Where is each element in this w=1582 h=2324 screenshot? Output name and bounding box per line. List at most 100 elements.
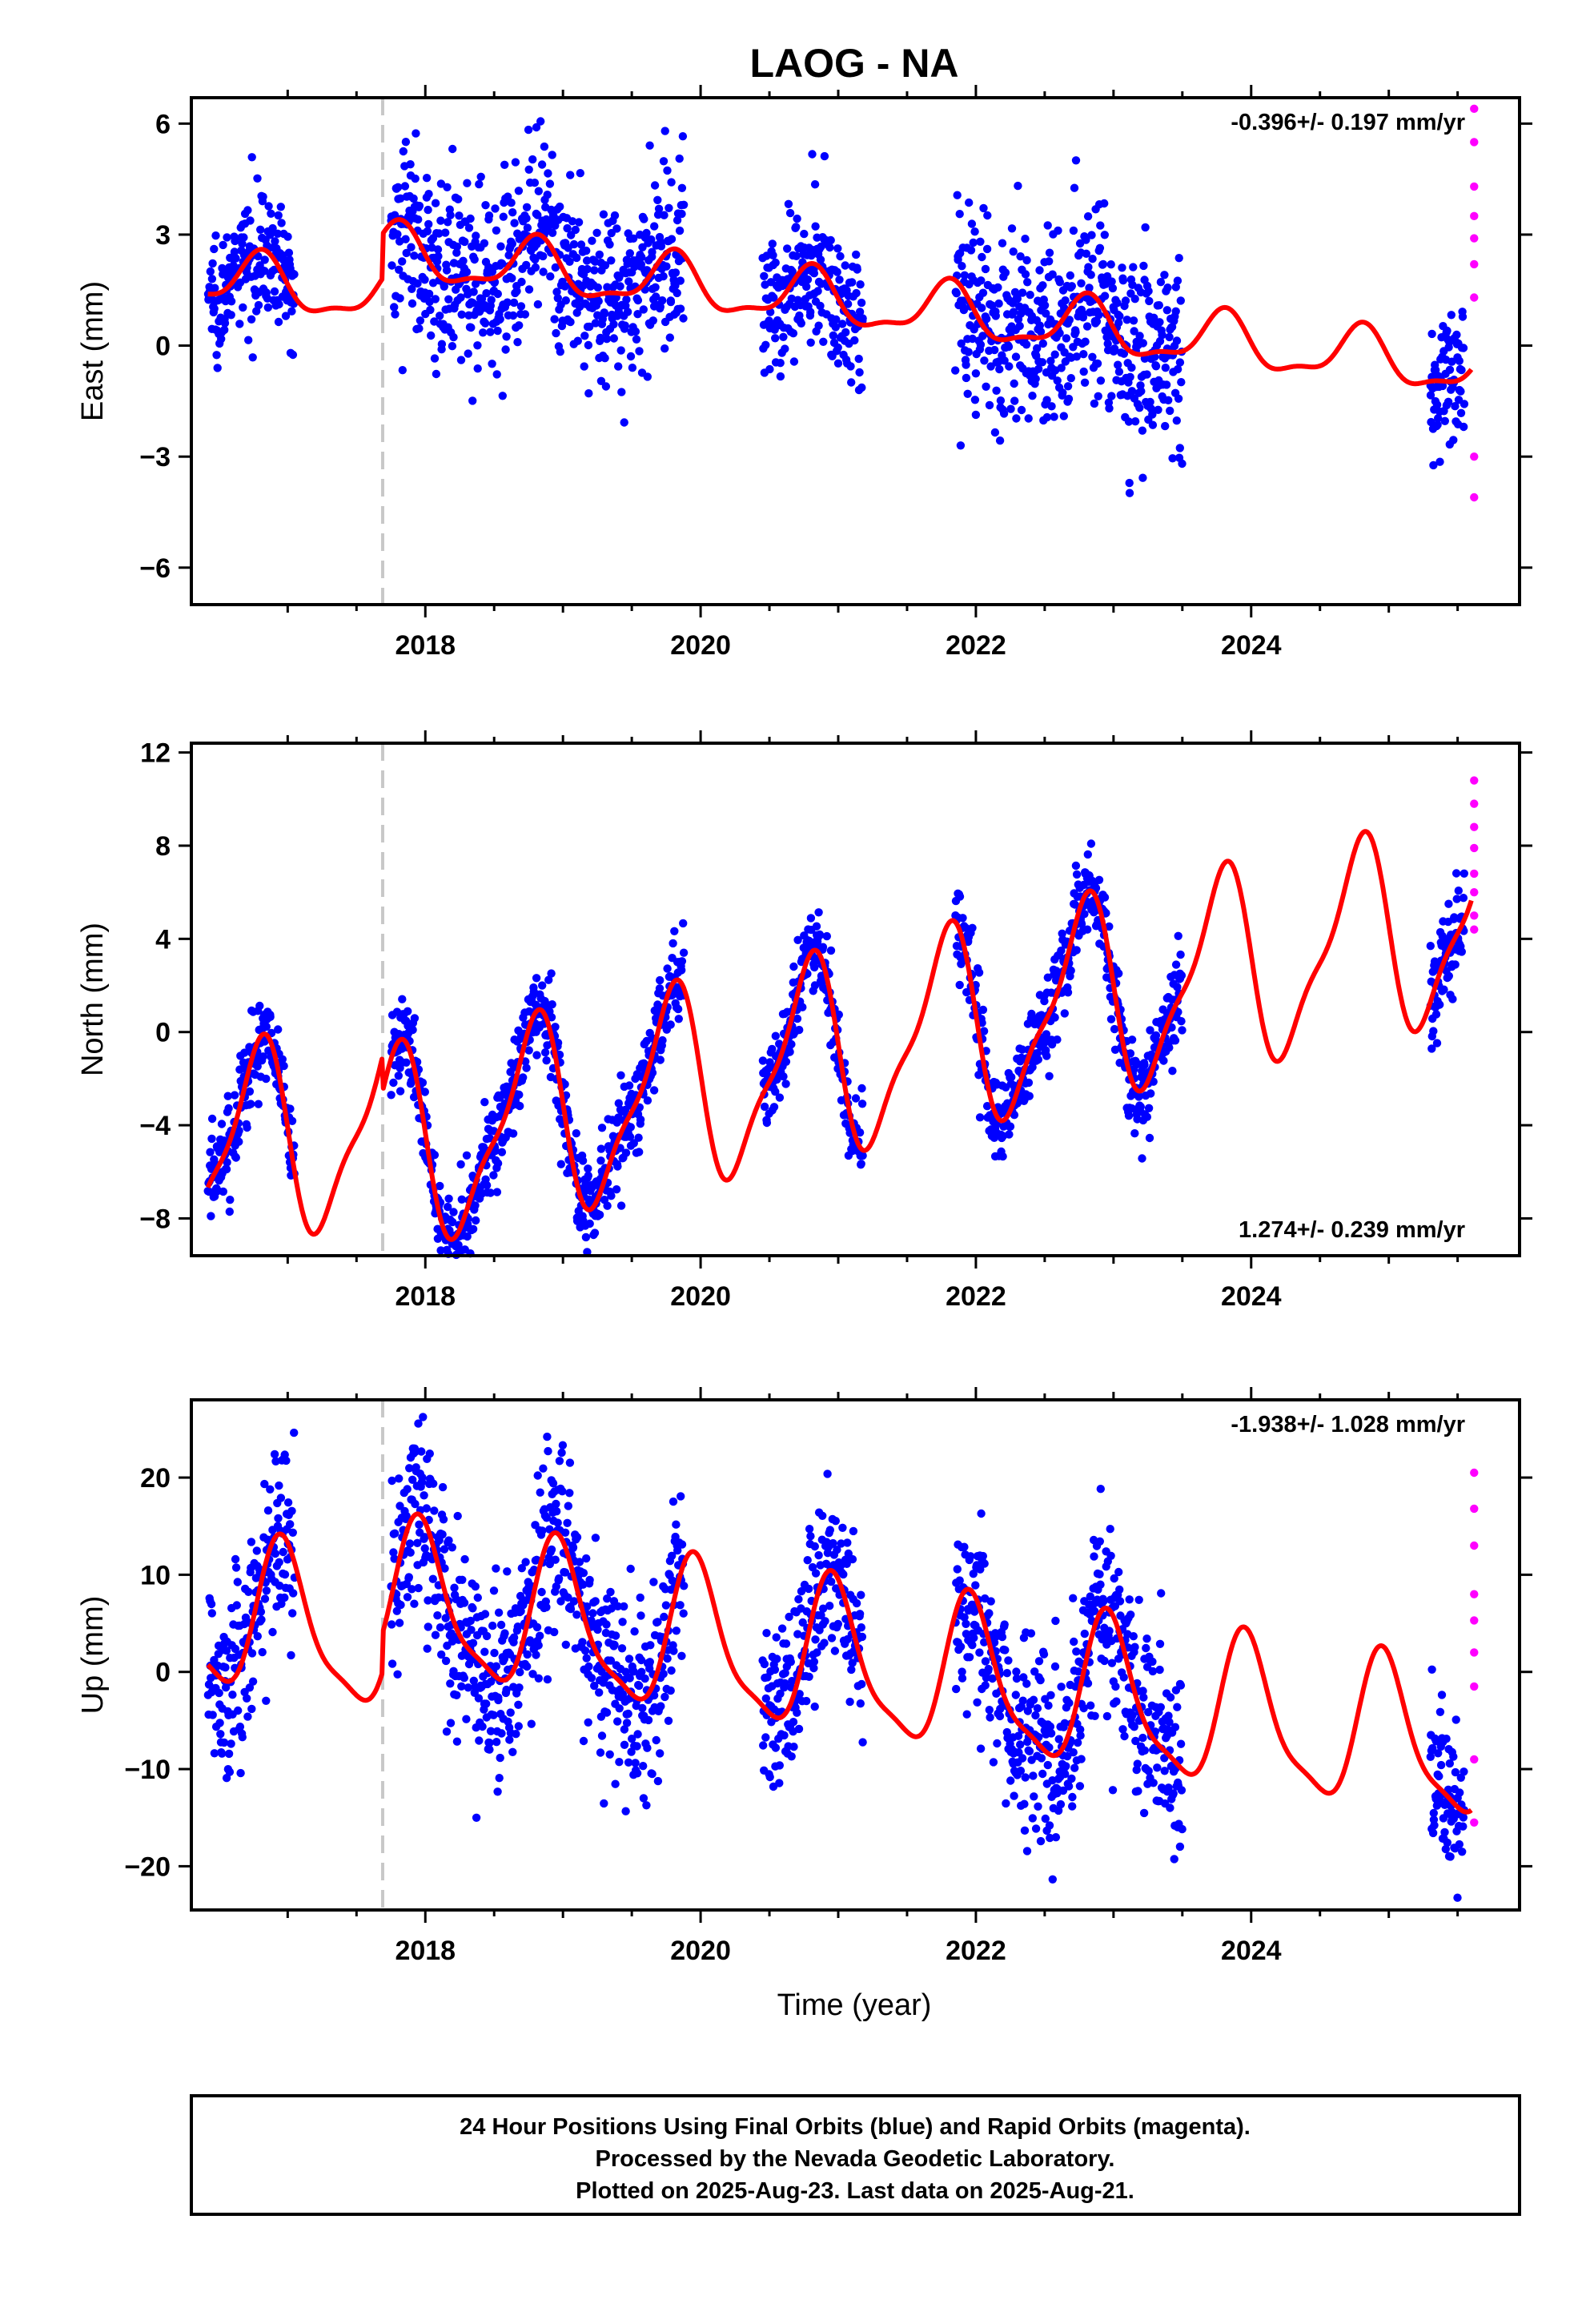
final-orbit-point — [236, 1768, 245, 1778]
final-orbit-point — [521, 1057, 530, 1066]
final-orbit-point — [591, 319, 600, 328]
final-orbit-point — [786, 1658, 795, 1667]
final-orbit-point — [994, 299, 1003, 308]
final-orbit-point — [253, 174, 262, 183]
final-orbit-point — [466, 1616, 475, 1626]
final-orbit-point — [1125, 489, 1134, 497]
final-orbit-point — [513, 1622, 522, 1631]
final-orbit-point — [813, 1648, 821, 1657]
final-orbit-point — [810, 1702, 819, 1711]
final-orbit-point — [1443, 1838, 1452, 1848]
y-tick-label: 0 — [155, 332, 171, 362]
final-orbit-point — [643, 372, 652, 381]
final-orbit-point — [408, 1025, 417, 1035]
final-orbit-point — [1066, 966, 1075, 975]
final-orbit-point — [1157, 1589, 1166, 1598]
final-orbit-point — [239, 233, 248, 242]
final-orbit-point — [661, 344, 669, 353]
final-orbit-point — [675, 226, 685, 235]
final-orbit-point — [435, 229, 444, 238]
final-orbit-point — [857, 1623, 866, 1632]
final-orbit-point — [1064, 394, 1074, 404]
final-orbit-point — [1093, 359, 1102, 368]
final-orbit-point — [600, 1799, 608, 1808]
final-orbit-point — [633, 1730, 642, 1739]
final-orbit-point — [971, 1581, 980, 1590]
final-orbit-point — [1444, 971, 1454, 981]
final-orbit-point — [1452, 1715, 1460, 1724]
final-orbit-point — [288, 350, 298, 360]
final-orbit-point — [485, 1739, 494, 1747]
final-orbit-point — [1076, 1725, 1085, 1734]
final-orbit-point — [496, 1753, 504, 1763]
final-orbit-point — [1426, 942, 1435, 951]
final-orbit-point — [1053, 376, 1062, 385]
y-tick-label: −6 — [139, 553, 171, 584]
final-orbit-point — [444, 295, 453, 304]
final-orbit-point — [1142, 370, 1151, 379]
final-orbit-point — [582, 256, 592, 265]
final-orbit-point — [981, 1681, 990, 1690]
final-orbit-point — [1139, 1693, 1148, 1702]
final-orbit-point — [1172, 336, 1182, 345]
final-orbit-point — [1102, 909, 1110, 918]
final-orbit-point — [629, 1139, 638, 1148]
final-orbit-point — [228, 1691, 237, 1699]
final-orbit-point — [761, 1733, 770, 1742]
final-orbit-point — [412, 129, 420, 138]
final-orbit-point — [415, 324, 424, 333]
final-orbit-point — [410, 251, 419, 260]
rapid-orbit-point — [1470, 799, 1479, 808]
final-orbit-point — [773, 1655, 781, 1663]
final-orbit-point — [1105, 922, 1114, 931]
final-orbit-point — [1001, 268, 1010, 277]
final-orbit-point — [491, 204, 500, 213]
final-orbit-point — [582, 246, 591, 255]
final-orbit-point — [671, 281, 680, 290]
final-orbit-point — [775, 1093, 785, 1102]
final-orbit-point — [444, 1194, 453, 1204]
final-orbit-point — [566, 317, 575, 327]
final-orbit-point — [670, 927, 679, 936]
final-orbit-point — [978, 1551, 988, 1561]
final-orbit-point — [260, 1594, 270, 1603]
final-orbit-point — [971, 410, 981, 420]
final-orbit-point — [262, 1022, 271, 1031]
final-orbit-point — [563, 223, 572, 233]
final-orbit-point — [1047, 402, 1056, 411]
final-orbit-point — [962, 373, 971, 383]
final-orbit-point — [584, 1718, 592, 1727]
final-orbit-point — [275, 1558, 283, 1567]
final-orbit-point — [1046, 1833, 1054, 1843]
final-orbit-point — [286, 1104, 295, 1113]
final-orbit-point — [673, 1546, 682, 1555]
final-orbit-point — [976, 340, 986, 349]
final-orbit-point — [289, 1589, 298, 1598]
final-orbit-point — [515, 1090, 524, 1100]
final-orbit-point — [499, 212, 508, 221]
final-orbit-point — [565, 1458, 575, 1467]
final-orbit-point — [1042, 412, 1052, 422]
y-tick-label: 0 — [155, 1018, 171, 1048]
final-orbit-point — [255, 1001, 264, 1011]
final-orbit-point — [771, 1031, 780, 1040]
final-orbit-point — [1440, 1827, 1449, 1837]
final-orbit-point — [1170, 1036, 1180, 1045]
final-orbit-point — [658, 296, 667, 305]
final-orbit-point — [952, 289, 962, 298]
final-orbit-point — [406, 160, 415, 169]
final-orbit-point — [616, 282, 624, 291]
final-orbit-point — [1457, 947, 1467, 956]
final-orbit-point — [980, 356, 989, 365]
final-orbit-point — [1164, 1711, 1173, 1720]
final-orbit-point — [635, 1681, 644, 1691]
final-orbit-point — [785, 1612, 793, 1622]
final-orbit-point — [656, 303, 665, 312]
final-orbit-point — [995, 436, 1005, 445]
final-orbit-point — [620, 418, 628, 427]
final-orbit-point — [668, 1551, 677, 1561]
final-orbit-point — [411, 1447, 420, 1456]
final-orbit-point — [1177, 1017, 1186, 1026]
final-orbit-point — [677, 209, 686, 219]
final-orbit-point — [1154, 301, 1164, 310]
